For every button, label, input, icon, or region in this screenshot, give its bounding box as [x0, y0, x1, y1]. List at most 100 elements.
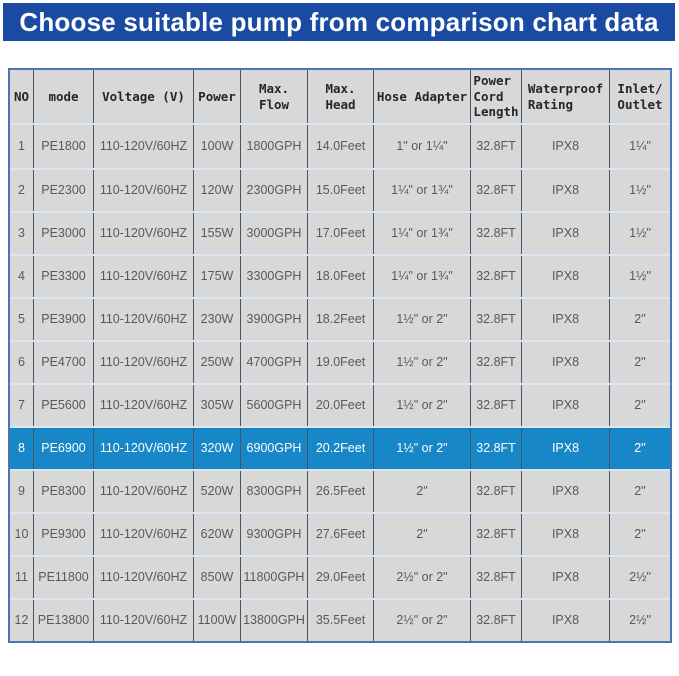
pump-comparison-table: NO mode Voltage (V) Power Max. Flow Max. Head…	[8, 68, 672, 643]
table-row-pe1800: 1 PE1800 110-120V/60HZ 100W 1800GPH 14.0Feet 1…	[10, 125, 670, 168]
column-header-label: Max. Flow	[258, 80, 290, 112]
cell-waterproof: IPX8	[522, 213, 610, 254]
cell-max-head: 17.0Feet	[308, 213, 374, 254]
table-row-pe3300: 4 PE3300 110-120V/60HZ 175W 3300GPH 18.0Feet 1…	[10, 254, 670, 297]
table-row-pe11800: 11 PE11800 110-120V/60HZ 850W 11800GPH 29.0Fe…	[10, 555, 670, 598]
cell-no: 11	[10, 557, 34, 598]
cell-inlet-outlet: 1½"	[610, 256, 670, 297]
cell-mode: PE11800	[34, 557, 94, 598]
cell-waterproof: IPX8	[522, 557, 610, 598]
cell-voltage: 110-120V/60HZ	[94, 256, 194, 297]
cell-max-head: 18.2Feet	[308, 299, 374, 340]
cell-waterproof: IPX8	[522, 514, 610, 555]
column-header-hose-adapter: Hose Adapter	[374, 70, 471, 123]
cell-no: 12	[10, 600, 34, 641]
column-header-label: mode	[48, 88, 79, 104]
cell-mode: PE2300	[34, 170, 94, 211]
cell-cord-length: 32.8FT	[471, 557, 522, 598]
cell-no: 5	[10, 299, 34, 340]
cell-inlet-outlet: 2"	[610, 514, 670, 555]
column-header-no: NO	[10, 70, 34, 123]
cell-voltage: 110-120V/60HZ	[94, 600, 194, 641]
cell-max-flow: 9300GPH	[241, 514, 308, 555]
cell-max-flow: 1800GPH	[241, 125, 308, 168]
title-banner: Choose suitable pump from comparison cha…	[3, 3, 675, 41]
cell-cord-length: 32.8FT	[471, 213, 522, 254]
cell-mode: PE3900	[34, 299, 94, 340]
cell-mode: PE6900	[34, 428, 94, 469]
cell-hose-adapter: 2"	[374, 471, 471, 512]
cell-max-head: 26.5Feet	[308, 471, 374, 512]
column-header-inlet-outlet: Inlet/ Outlet	[610, 70, 670, 123]
cell-voltage: 110-120V/60HZ	[94, 213, 194, 254]
column-header-label: Waterproof Rating	[527, 80, 604, 112]
column-header-label: Inlet/ Outlet	[617, 80, 663, 112]
cell-mode: PE1800	[34, 125, 94, 168]
table-row-pe9300: 10 PE9300 110-120V/60HZ 620W 9300GPH 27.6Feet…	[10, 512, 670, 555]
cell-hose-adapter: 2"	[374, 514, 471, 555]
cell-max-flow: 6900GPH	[241, 428, 308, 469]
cell-inlet-outlet: 2½"	[610, 600, 670, 641]
page-title: Choose suitable pump from comparison cha…	[19, 6, 659, 37]
cell-voltage: 110-120V/60HZ	[94, 428, 194, 469]
column-header-label: Hose Adapter	[376, 88, 468, 104]
cell-mode: PE9300	[34, 514, 94, 555]
cell-power: 230W	[194, 299, 241, 340]
table-row-pe3000: 3 PE3000 110-120V/60HZ 155W 3000GPH 17.0Feet 1…	[10, 211, 670, 254]
cell-hose-adapter: 1½" or 2"	[374, 342, 471, 383]
column-header-label: Power Cord Length	[473, 73, 519, 120]
cell-voltage: 110-120V/60HZ	[94, 299, 194, 340]
cell-max-head: 29.0Feet	[308, 557, 374, 598]
cell-power: 520W	[194, 471, 241, 512]
cell-power: 320W	[194, 428, 241, 469]
column-header-label: Power	[198, 88, 236, 104]
cell-waterproof: IPX8	[522, 428, 610, 469]
cell-max-flow: 4700GPH	[241, 342, 308, 383]
cell-hose-adapter: 1¼" or 1¾"	[374, 170, 471, 211]
cell-power: 175W	[194, 256, 241, 297]
cell-power: 120W	[194, 170, 241, 211]
cell-hose-adapter: 1¼" or 1¾"	[374, 256, 471, 297]
cell-inlet-outlet: 1½"	[610, 213, 670, 254]
cell-no: 4	[10, 256, 34, 297]
table-row-pe4700: 6 PE4700 110-120V/60HZ 250W 4700GPH 19.0Feet 1…	[10, 340, 670, 383]
cell-voltage: 110-120V/60HZ	[94, 557, 194, 598]
cell-waterproof: IPX8	[522, 600, 610, 641]
cell-voltage: 110-120V/60HZ	[94, 514, 194, 555]
cell-max-flow: 11800GPH	[241, 557, 308, 598]
table-row-pe3900: 5 PE3900 110-120V/60HZ 230W 3900GPH 18.2Feet 1…	[10, 297, 670, 340]
cell-max-head: 20.0Feet	[308, 385, 374, 426]
cell-max-head: 19.0Feet	[308, 342, 374, 383]
cell-mode: PE5600	[34, 385, 94, 426]
cell-waterproof: IPX8	[522, 385, 610, 426]
cell-max-head: 14.0Feet	[308, 125, 374, 168]
column-header-max-head: Max. Head	[308, 70, 374, 123]
column-header-cord-length: Power Cord Length	[471, 70, 522, 123]
cell-power: 250W	[194, 342, 241, 383]
cell-inlet-outlet: 1¼"	[610, 125, 670, 168]
cell-waterproof: IPX8	[522, 125, 610, 168]
cell-inlet-outlet: 2"	[610, 385, 670, 426]
cell-no: 7	[10, 385, 34, 426]
table-body: 1 PE1800 110-120V/60HZ 100W 1800GPH 14.0Feet 1…	[10, 125, 670, 641]
cell-mode: PE8300	[34, 471, 94, 512]
cell-max-head: 20.2Feet	[308, 428, 374, 469]
cell-mode: PE3000	[34, 213, 94, 254]
cell-no: 9	[10, 471, 34, 512]
cell-cord-length: 32.8FT	[471, 471, 522, 512]
cell-waterproof: IPX8	[522, 299, 610, 340]
cell-inlet-outlet: 2½"	[610, 557, 670, 598]
cell-no: 8	[10, 428, 34, 469]
cell-max-flow: 3900GPH	[241, 299, 308, 340]
cell-inlet-outlet: 1½"	[610, 170, 670, 211]
cell-no: 1	[10, 125, 34, 168]
column-header-waterproof: Waterproof Rating	[522, 70, 610, 123]
cell-cord-length: 32.8FT	[471, 256, 522, 297]
cell-voltage: 110-120V/60HZ	[94, 342, 194, 383]
cell-max-head: 27.6Feet	[308, 514, 374, 555]
cell-power: 155W	[194, 213, 241, 254]
cell-voltage: 110-120V/60HZ	[94, 385, 194, 426]
table-row-pe8300: 9 PE8300 110-120V/60HZ 520W 8300GPH 26.5Feet 2…	[10, 469, 670, 512]
cell-max-flow: 3300GPH	[241, 256, 308, 297]
